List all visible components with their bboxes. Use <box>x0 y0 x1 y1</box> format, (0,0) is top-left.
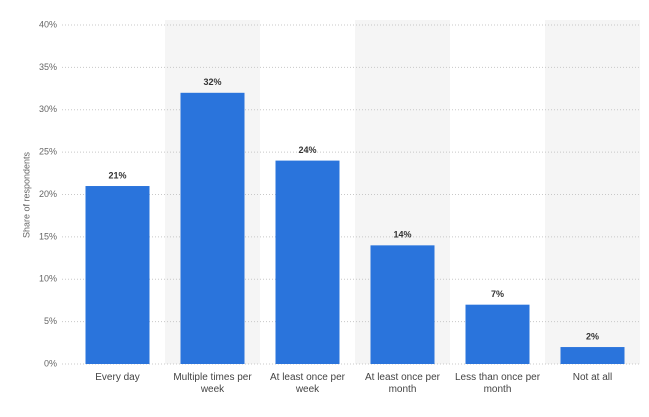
value-label: 32% <box>203 77 221 87</box>
x-tick-label: Every day <box>95 372 140 383</box>
x-tick-label: Multiple times per week <box>173 372 252 395</box>
y-tick-label: 30% <box>39 104 57 114</box>
y-tick-label: 0% <box>44 358 57 368</box>
x-tick-label: At least once per week <box>269 372 346 395</box>
value-label: 7% <box>491 289 504 299</box>
value-label: 14% <box>393 230 411 240</box>
value-label: 24% <box>298 145 316 155</box>
x-tick-label: Less than once per month <box>454 372 541 395</box>
bar <box>370 245 435 364</box>
bar <box>275 160 340 364</box>
value-label: 2% <box>586 331 599 341</box>
band-background <box>545 20 640 364</box>
bar <box>85 186 150 364</box>
y-tick-label: 40% <box>39 19 57 29</box>
bar <box>180 92 245 365</box>
y-tick-label: 15% <box>39 231 57 241</box>
value-label: 21% <box>108 170 126 180</box>
x-tick-label: At least once per month <box>364 372 441 395</box>
y-tick-label: 10% <box>39 274 57 284</box>
y-tick-label: 35% <box>39 62 57 72</box>
bar <box>465 304 530 364</box>
y-tick-label: 5% <box>44 316 57 326</box>
y-tick-label: 25% <box>39 147 57 157</box>
y-tick-label: 20% <box>39 189 57 199</box>
bar <box>560 347 625 364</box>
x-tick-label: Not at all <box>572 372 613 383</box>
y-axis-title: Share of respondents <box>21 151 31 238</box>
